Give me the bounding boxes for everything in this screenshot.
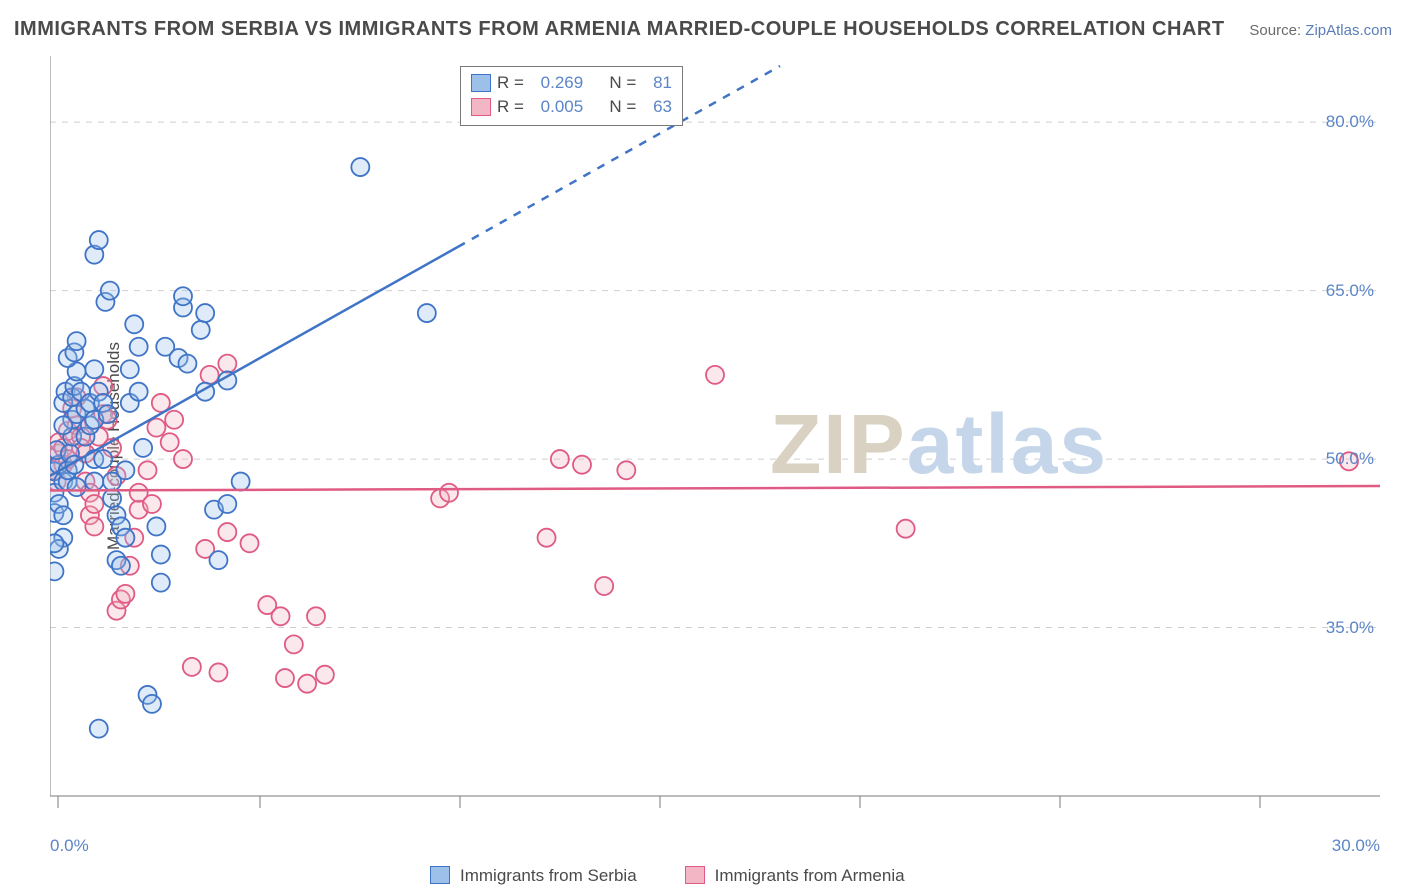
legend-row-serbia: R = 0.269 N = 81 (471, 71, 672, 95)
legend-item-serbia: Immigrants from Serbia (430, 866, 637, 886)
legend-row-armenia: R = 0.005 N = 63 (471, 95, 672, 119)
swatch-serbia-icon (430, 866, 450, 884)
serbia-r-value: 0.269 (541, 71, 584, 95)
legend-item-armenia: Immigrants from Armenia (685, 866, 905, 886)
source-prefix: Source: (1249, 22, 1305, 39)
swatch-serbia-icon (471, 74, 491, 92)
chart-title: IMMIGRANTS FROM SERBIA VS IMMIGRANTS FRO… (14, 18, 1225, 41)
x-axis-end-label: 30.0% (1332, 836, 1380, 856)
serbia-n-value: 81 (653, 71, 672, 95)
r-label: R = (497, 71, 524, 95)
scatter-chart: 35.0%50.0%65.0%80.0% 0.0% 30.0% ZIPatlas (50, 56, 1380, 826)
r-label: R = (497, 95, 524, 119)
swatch-armenia-icon (471, 98, 491, 116)
legend-label-armenia: Immigrants from Armenia (715, 866, 905, 885)
x-axis-start-label: 0.0% (50, 836, 89, 856)
n-label: N = (609, 95, 636, 119)
y-tick-label: 50.0% (1326, 449, 1374, 469)
source-attribution: Source: ZipAtlas.com (1249, 22, 1392, 39)
legend-label-serbia: Immigrants from Serbia (460, 866, 637, 885)
series-legend: Immigrants from Serbia Immigrants from A… (430, 866, 905, 886)
armenia-r-value: 0.005 (541, 95, 584, 119)
correlation-legend: R = 0.269 N = 81 R = 0.005 N = 63 (460, 66, 683, 126)
y-tick-label: 65.0% (1326, 281, 1374, 301)
source-link[interactable]: ZipAtlas.com (1305, 22, 1392, 39)
swatch-armenia-icon (685, 866, 705, 884)
y-tick-label: 35.0% (1326, 618, 1374, 638)
chart-svg (50, 56, 1380, 826)
y-tick-label: 80.0% (1326, 112, 1374, 132)
n-label: N = (609, 71, 636, 95)
armenia-n-value: 63 (653, 95, 672, 119)
